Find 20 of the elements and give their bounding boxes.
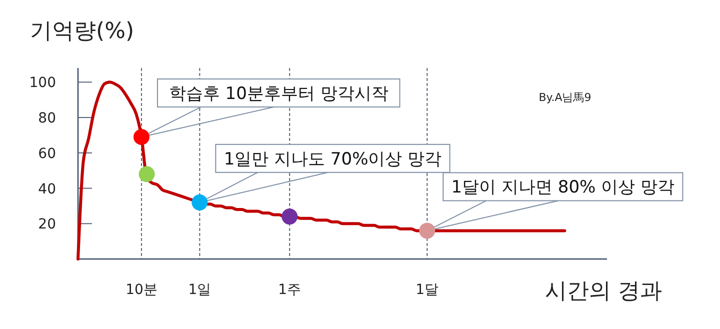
annotation: 1달이 지나면 80% 이상 망각 [451, 178, 675, 198]
y-tick-label: 60 [38, 146, 56, 162]
y-axis-title: 기억량(%) [30, 19, 134, 44]
x-tick-label: 10분 [126, 282, 158, 298]
annotation: By.A님馬9 [538, 91, 592, 104]
point [282, 208, 298, 225]
annotation: 학습후 10분후부터 망각시작 [168, 84, 388, 104]
point [192, 194, 208, 210]
point [133, 128, 150, 145]
point [419, 222, 436, 239]
annotation: 1일만 지나도 70%이상 망각 [224, 149, 442, 170]
y-tick-label: 80 [38, 110, 56, 127]
x-tick-label: 1달 [416, 282, 439, 298]
x-tick-label: 1일 [188, 282, 212, 298]
y-tick-label: 20 [38, 216, 56, 233]
y-tick-label: 100 [29, 75, 56, 92]
x-tick-label: 1주 [278, 282, 302, 298]
y-tick-label: 40 [38, 181, 56, 198]
x-axis-title: 시간의 경과 [545, 279, 662, 304]
point [138, 166, 155, 182]
